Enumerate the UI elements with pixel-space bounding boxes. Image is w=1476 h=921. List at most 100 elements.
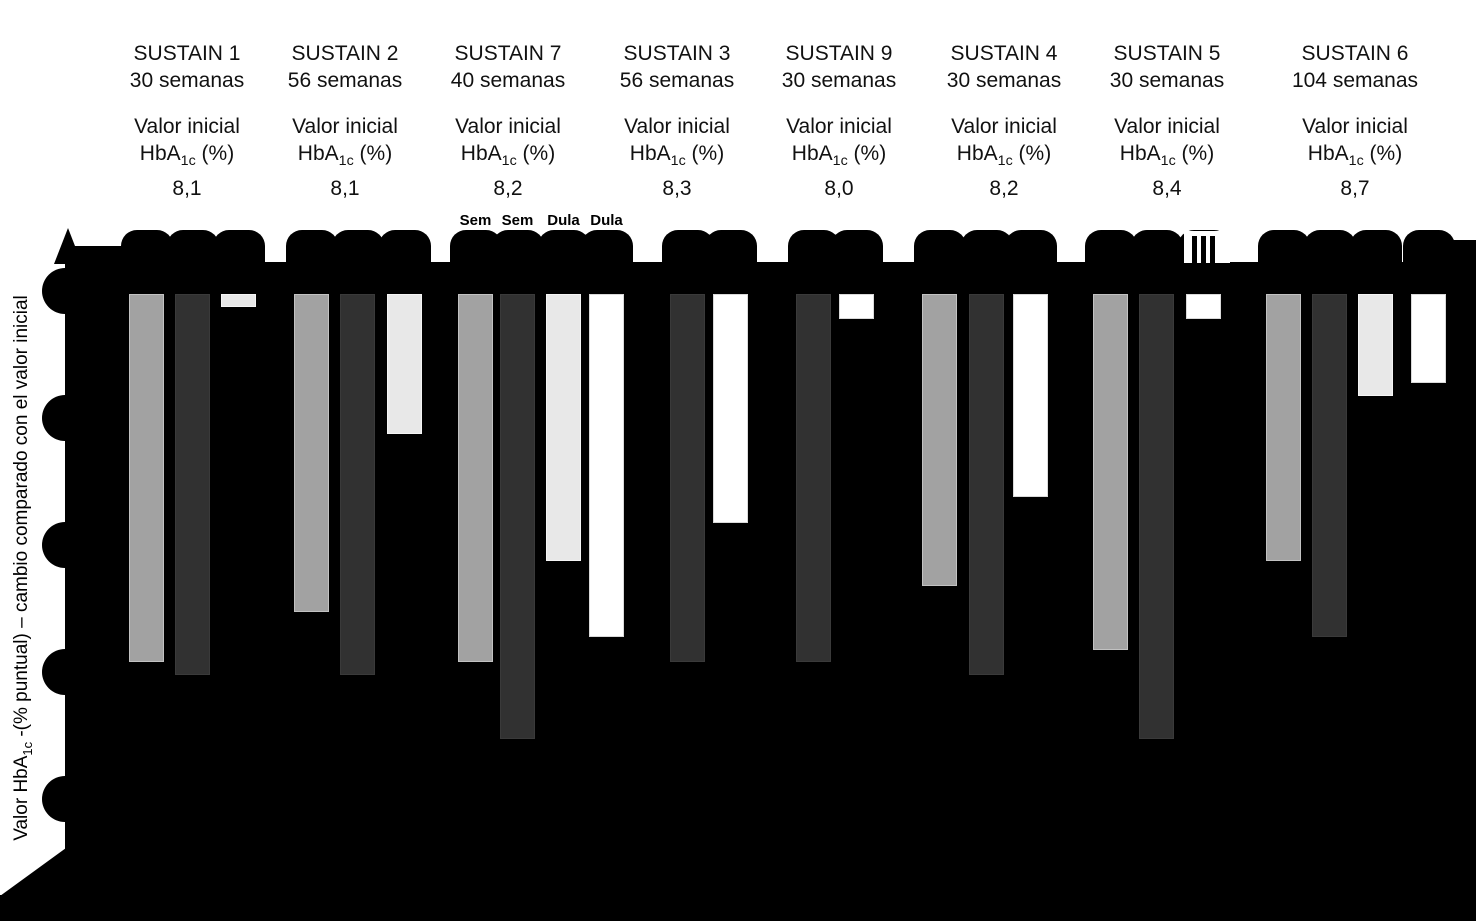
hba1c-label: HbA1c (%)	[629, 142, 725, 170]
baseline-label: Valor inicial	[292, 115, 398, 138]
hba1c-label: HbA1c (%)	[1119, 142, 1215, 170]
bar-sustain-2-dark	[340, 294, 375, 675]
bar-label-obscured	[1084, 230, 1137, 266]
trial-duration: 30 semanas	[946, 69, 1062, 92]
trial-duration: 30 semanas	[1109, 69, 1225, 92]
trial-duration: 104 semanas	[1291, 69, 1419, 92]
bar-sustain-9-dark	[796, 294, 831, 662]
bar-sustain-6-gray	[1266, 294, 1301, 561]
obscured-label-stroke	[1210, 236, 1215, 263]
trial-duration: 56 semanas	[287, 69, 403, 92]
bar-label-obscured	[166, 230, 219, 266]
bar-sustain-4-gray	[922, 294, 957, 586]
hba1c-label: HbA1c (%)	[460, 142, 556, 170]
y-axis-tick-obscured	[42, 268, 66, 314]
baseline-value: 8,7	[1340, 177, 1370, 201]
y-axis-tick-obscured	[42, 522, 66, 568]
obscured-label-stroke	[1192, 236, 1197, 263]
baseline-value: 8,1	[172, 177, 202, 201]
bar-sustain-6-light	[1358, 294, 1393, 396]
hba1c-label: HbA1c (%)	[297, 142, 393, 170]
baseline-label: Valor inicial	[1114, 115, 1220, 138]
bar-sustain-6-white	[1411, 294, 1446, 383]
obscured-label-stroke	[1201, 236, 1206, 263]
bar-label-obscured	[1257, 230, 1310, 266]
trial-header-sustain-2: SUSTAIN 2 56 semanas Valor inicial HbA1c…	[265, 40, 425, 202]
bar-label-fragment: Sem	[459, 212, 492, 229]
baseline-label: Valor inicial	[134, 115, 240, 138]
bar-label-obscured	[212, 230, 265, 266]
trial-name: SUSTAIN 1	[133, 42, 241, 65]
bar-label-obscured	[830, 230, 883, 266]
hba1c-label: HbA1c (%)	[791, 142, 887, 170]
y-axis-tick-obscured	[42, 776, 66, 822]
bar-sustain-7-white	[589, 294, 624, 637]
trial-name: SUSTAIN 3	[623, 42, 731, 65]
y-axis-tick-obscured	[42, 395, 66, 441]
baseline-label: Valor inicial	[786, 115, 892, 138]
bar-label-obscured	[1303, 230, 1356, 266]
bar-sustain-6-dark	[1312, 294, 1347, 637]
bar-label-obscured	[1004, 230, 1057, 266]
trial-header-sustain-5: SUSTAIN 5 30 semanas Valor inicial HbA1c…	[1087, 40, 1247, 202]
hba1c-label: HbA1c (%)	[1307, 142, 1403, 170]
trial-header-sustain-3: SUSTAIN 3 56 semanas Valor inicial HbA1c…	[597, 40, 757, 202]
trial-name: SUSTAIN 2	[291, 42, 399, 65]
trial-name: SUSTAIN 4	[950, 42, 1058, 65]
baseline-label: Valor inicial	[1302, 115, 1408, 138]
bar-sustain-2-light	[387, 294, 422, 434]
y-axis-tick-obscured	[42, 649, 66, 695]
bar-label-obscured	[331, 230, 384, 266]
trial-header-sustain-6: SUSTAIN 6 104 semanas Valor inicial HbA1…	[1275, 40, 1435, 202]
baseline-value: 8,3	[662, 177, 692, 201]
baseline-label: Valor inicial	[951, 115, 1057, 138]
bar-sustain-5-white	[1186, 294, 1221, 319]
bar-label-fragment: Dula	[547, 212, 580, 229]
trial-name: SUSTAIN 6	[1301, 42, 1409, 65]
bar-sustain-5-dark	[1139, 294, 1174, 739]
bar-label-obscured	[378, 230, 431, 266]
bar-sustain-9-white	[839, 294, 874, 319]
hba1c-label: HbA1c (%)	[139, 142, 235, 170]
bar-label-obscured	[1349, 230, 1402, 266]
trial-duration: 56 semanas	[619, 69, 735, 92]
bar-sustain-1-gray	[129, 294, 164, 662]
baseline-value: 8,4	[1152, 177, 1182, 201]
plot-area-obscured	[65, 262, 1476, 921]
bar-sustain-3-white	[713, 294, 748, 523]
bar-sustain-3-dark	[670, 294, 705, 662]
bar-sustain-7-dark	[500, 294, 535, 739]
bar-sustain-5-gray	[1093, 294, 1128, 650]
bar-label-obscured	[913, 230, 966, 266]
bar-sustain-1-dark	[175, 294, 210, 675]
trial-header-sustain-7: SUSTAIN 7 40 semanas Valor inicial HbA1c…	[428, 40, 588, 202]
trial-header-sustain-1: SUSTAIN 1 30 semanas Valor inicial HbA1c…	[107, 40, 267, 202]
trial-header-sustain-4: SUSTAIN 4 30 semanas Valor inicial HbA1c…	[924, 40, 1084, 202]
baseline-label: Valor inicial	[455, 115, 561, 138]
bar-label-obscured	[704, 230, 757, 266]
baseline-value: 8,0	[824, 177, 854, 201]
trial-duration: 30 semanas	[129, 69, 245, 92]
bar-label-obscured	[1130, 230, 1183, 266]
y-axis-label: Valor HbA1c -(% puntual) – cambio compar…	[11, 295, 35, 841]
bar-label-obscured	[120, 230, 173, 266]
bar-sustain-4-white	[1013, 294, 1048, 497]
trial-header-sustain-9: SUSTAIN 9 30 semanas Valor inicial HbA1c…	[759, 40, 919, 202]
baseline-label: Valor inicial	[624, 115, 730, 138]
bar-sustain-7-light	[546, 294, 581, 561]
bar-label-obscured	[491, 230, 544, 266]
baseline-value: 8,2	[493, 177, 523, 201]
trial-name: SUSTAIN 7	[454, 42, 562, 65]
trial-duration: 40 semanas	[450, 69, 566, 92]
bar-sustain-7-gray	[458, 294, 493, 662]
bar-label-obscured	[285, 230, 338, 266]
bar-sustain-1-light	[221, 294, 256, 307]
bar-sustain-2-gray	[294, 294, 329, 612]
bar-label-obscured	[1402, 230, 1455, 266]
baseline-value: 8,2	[989, 177, 1019, 201]
trial-name: SUSTAIN 9	[785, 42, 893, 65]
bar-sustain-4-dark	[969, 294, 1004, 675]
hba1c-label: HbA1c (%)	[956, 142, 1052, 170]
baseline-value: 8,1	[330, 177, 360, 201]
plot-corner-bottom	[0, 895, 66, 921]
